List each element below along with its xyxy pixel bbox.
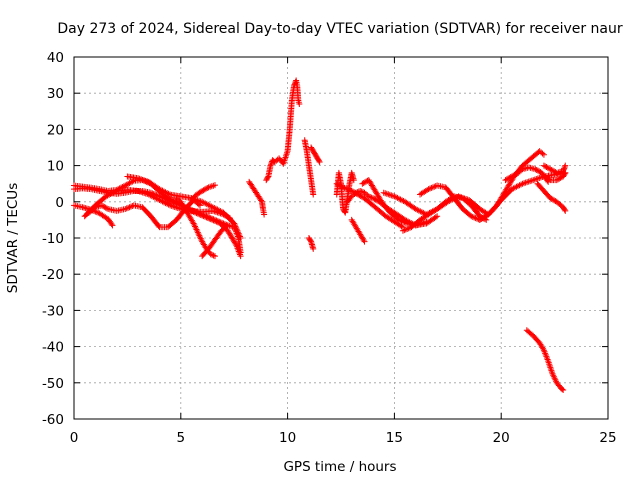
plus-markers	[333, 180, 406, 231]
plus-markers	[81, 186, 233, 222]
plus-markers	[534, 180, 569, 214]
y-axis-label: SDTVAR / TECUs	[5, 183, 21, 293]
x-tick-label: 5	[177, 430, 186, 446]
data-marks	[71, 77, 569, 394]
chart-title: Day 273 of 2024, Sidereal Day-to-day VTE…	[57, 21, 623, 37]
plus-markers	[246, 178, 268, 218]
series-arc-8	[188, 182, 218, 203]
series-arc-25	[540, 169, 569, 184]
plus-markers	[305, 235, 317, 252]
plus-markers	[124, 173, 244, 241]
series-arc-11	[263, 77, 303, 184]
plus-markers	[348, 216, 368, 245]
plus-markers	[540, 169, 569, 184]
series-arc-27	[540, 162, 569, 176]
grid	[74, 57, 608, 419]
series-arc-26	[534, 180, 569, 214]
series-arc-17	[333, 180, 406, 231]
plus-markers	[263, 77, 303, 184]
series-arc-10	[246, 178, 268, 218]
series-arc-9	[199, 222, 244, 260]
series-arc-18	[348, 216, 368, 245]
x-tick-label: 0	[70, 430, 79, 446]
x-tick-label: 15	[386, 430, 403, 446]
series-arc-5	[81, 186, 233, 222]
series-arc-21	[399, 193, 490, 234]
plus-markers	[199, 222, 244, 260]
series-arc-23	[476, 169, 569, 223]
ticks: 0 5 10 15 20 25 -60 -50 -40 -30 -20 -10 0 10 20 30 40	[42, 50, 617, 446]
y-tick-label: -60	[42, 412, 64, 428]
y-tick-label: -30	[42, 303, 64, 319]
x-tick-label: 10	[279, 430, 296, 446]
plus-markers	[399, 193, 490, 234]
y-tick-label: 0	[55, 195, 64, 211]
series-arc-6	[124, 173, 244, 241]
y-tick-label: -40	[42, 340, 64, 356]
series-arc-14	[305, 235, 317, 252]
plus-markers	[540, 162, 569, 176]
y-tick-label: 10	[47, 159, 64, 175]
x-tick-label: 20	[493, 430, 510, 446]
series-arc-7	[173, 195, 218, 260]
y-tick-label: -10	[42, 231, 64, 247]
y-tick-label: 20	[47, 122, 64, 138]
series-arc-28	[523, 327, 567, 394]
x-axis-label: GPS time / hours	[283, 459, 396, 475]
plus-markers	[188, 182, 218, 203]
plus-markers	[301, 137, 317, 198]
series-arc-13	[308, 144, 323, 165]
plus-markers	[308, 144, 323, 165]
plus-markers	[523, 327, 567, 394]
y-tick-label: -50	[42, 376, 64, 392]
y-tick-label: -20	[42, 267, 64, 283]
y-tick-label: 30	[47, 86, 64, 102]
x-tick-label: 25	[599, 430, 616, 446]
series-arc-12	[301, 137, 317, 198]
y-tick-label: 40	[47, 50, 64, 66]
plus-markers	[173, 195, 218, 260]
plus-markers	[476, 169, 569, 223]
